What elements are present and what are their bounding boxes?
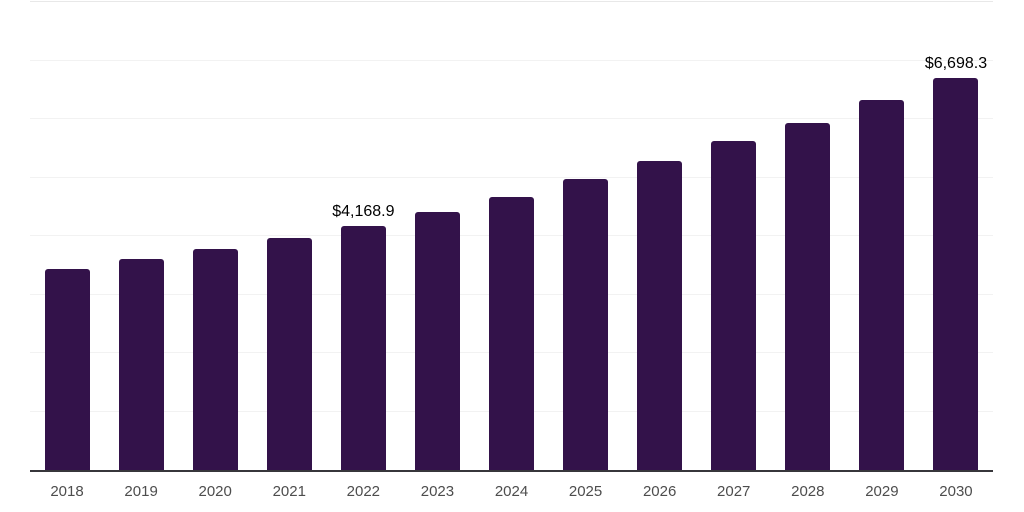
bar-2025[interactable] <box>563 178 609 470</box>
gridline-8000 <box>30 1 993 2</box>
data-label-2022: $4,168.9 <box>332 203 395 221</box>
plot-area: $4,168.9 $6,698.3 <box>30 1 993 472</box>
x-axis-labels: 2018 2019 2020 2021 2022 2023 2024 2025 2026 2027… <box>0 483 1024 507</box>
x-tick-2029: 2029 <box>865 483 899 500</box>
x-tick-2030: 2030 <box>939 483 973 500</box>
data-label-2030: $6,698.3 <box>924 55 988 73</box>
bar-2020[interactable] <box>192 249 238 470</box>
x-tick-2023: 2023 <box>420 483 455 500</box>
bar-2021[interactable] <box>266 238 312 470</box>
gridline-7000 <box>30 59 993 61</box>
bar-2023[interactable] <box>414 211 460 470</box>
x-tick-2020: 2020 <box>198 483 232 500</box>
x-tick-2019: 2019 <box>124 483 158 500</box>
bar-2018[interactable] <box>44 269 90 470</box>
bar-2030[interactable] <box>933 78 979 470</box>
bar-2026[interactable] <box>637 161 683 470</box>
bar-2019[interactable] <box>118 259 164 470</box>
gridline-6000 <box>30 118 993 119</box>
bar-2022[interactable] <box>340 226 386 470</box>
x-axis-line <box>30 470 993 472</box>
bar-2028[interactable] <box>785 122 831 470</box>
x-tick-2021: 2021 <box>272 483 306 500</box>
x-tick-2028: 2028 <box>791 483 825 500</box>
x-tick-2022: 2022 <box>346 483 381 500</box>
bar-2027[interactable] <box>711 141 757 470</box>
bar-2024[interactable] <box>489 196 534 470</box>
x-tick-2024: 2024 <box>494 483 529 500</box>
gridline-5000 <box>30 176 993 178</box>
bar-2029[interactable] <box>859 100 905 470</box>
x-tick-2025: 2025 <box>568 483 603 500</box>
x-tick-2027: 2027 <box>717 483 751 500</box>
x-tick-2018: 2018 <box>50 483 84 500</box>
x-tick-2026: 2026 <box>642 483 677 500</box>
